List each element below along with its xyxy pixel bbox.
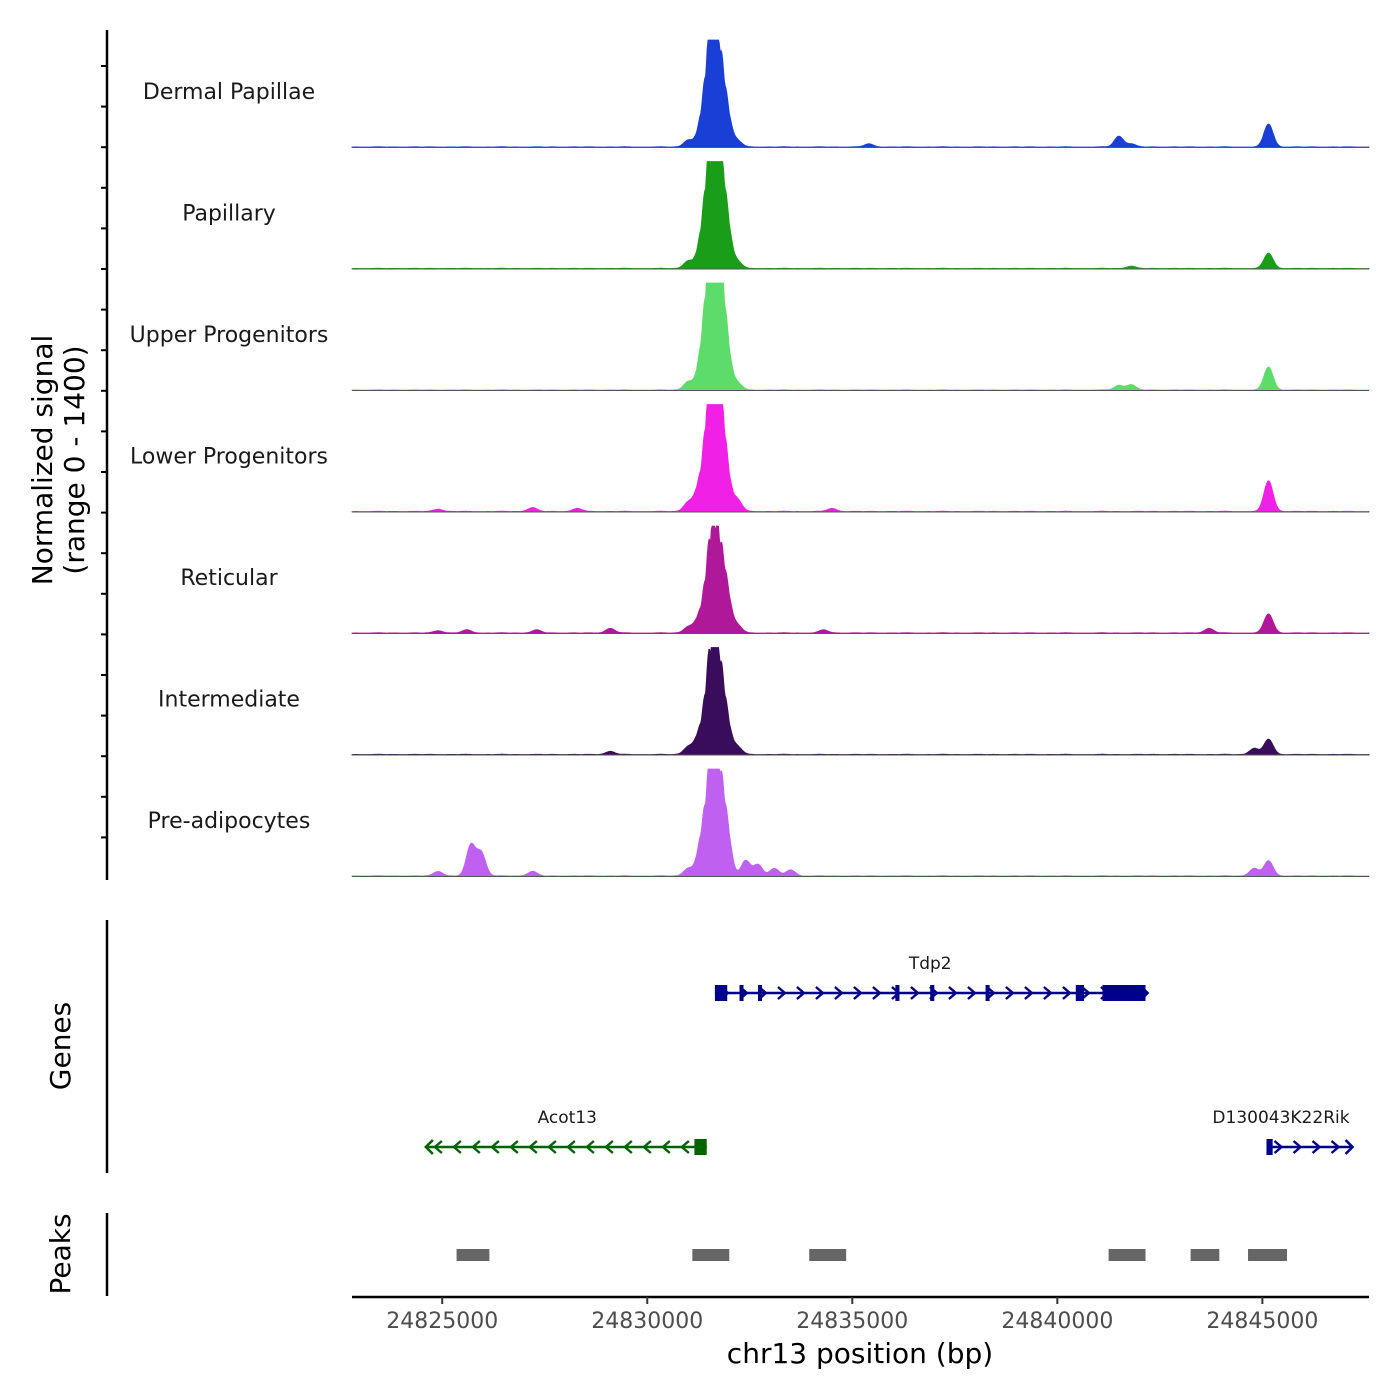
track-label: Intermediate <box>158 688 300 713</box>
exon <box>757 985 762 1001</box>
exon <box>1102 985 1146 1001</box>
gene-acot13: Acot13 <box>424 1108 707 1155</box>
x-axis-title: chr13 position (bp) <box>727 1337 993 1370</box>
coverage-tracks: Dermal Papillae Papillary Upper Progenitor… <box>130 39 1370 877</box>
strand-arrow <box>1273 1140 1284 1154</box>
exon <box>694 1139 707 1155</box>
strand-arrow <box>566 1140 576 1154</box>
strand-arrow <box>471 1140 481 1154</box>
coverage-y-ticks <box>101 65 107 839</box>
x-axis-ticks: 24825000 24830000 24835000 24840000 24845000 <box>386 1297 1318 1334</box>
gene-annotations: Tdp2 Acot13 D130043K22Rik <box>424 954 1355 1155</box>
x-tick-label: 24840000 <box>1001 1309 1113 1334</box>
gene-label: Acot13 <box>538 1108 597 1128</box>
signal-area <box>351 404 1370 513</box>
exon <box>895 985 900 1001</box>
track-label: Dermal Papillae <box>143 80 315 105</box>
strand-arrow <box>1043 986 1053 1000</box>
strand-arrow <box>547 1140 557 1154</box>
x-tick-label: 24845000 <box>1206 1309 1318 1334</box>
strand-arrow <box>1292 1140 1303 1154</box>
y-axis-range-label: (range 0 - 1400) <box>58 345 91 574</box>
exon <box>714 985 728 1001</box>
x-tick-label: 24825000 <box>386 1309 498 1334</box>
strand-arrow <box>815 986 825 1000</box>
strand-arrow <box>910 986 920 1000</box>
strand-arrow <box>623 1140 633 1154</box>
strand-arrow <box>967 986 977 1000</box>
track-papillary: Papillary <box>182 161 1370 270</box>
peak-regions <box>456 1249 1287 1261</box>
strand-arrow <box>1330 1140 1341 1154</box>
peak-region <box>692 1249 730 1261</box>
track-lower-progenitors: Lower Progenitors <box>130 404 1370 513</box>
signal-area <box>351 39 1370 148</box>
track-label: Pre-adipocytes <box>148 809 311 834</box>
strand-arrow <box>509 1140 519 1154</box>
gene-d130043k22rik: D130043K22Rik <box>1212 1108 1355 1155</box>
strand-arrow <box>1081 986 1091 1000</box>
gene-label: Tdp2 <box>908 954 952 974</box>
genes-panel-title: Genes <box>44 1002 77 1090</box>
strand-arrow <box>424 1139 434 1155</box>
strand-arrow <box>585 1140 595 1154</box>
strand-arrow <box>796 986 806 1000</box>
track-label: Lower Progenitors <box>130 445 328 470</box>
peak-region <box>1248 1249 1287 1261</box>
peak-region <box>1190 1249 1220 1261</box>
strand-arrow <box>661 1140 671 1154</box>
strand-arrow <box>1024 986 1034 1000</box>
y-axis-title: Normalized signal <box>26 335 59 586</box>
track-label: Reticular <box>180 566 278 591</box>
signal-area <box>351 282 1370 391</box>
strand-arrow <box>642 1140 652 1154</box>
exon <box>985 985 990 1001</box>
strand-arrow <box>853 986 863 1000</box>
peaks-panel-title: Peaks <box>44 1213 77 1294</box>
strand-arrow <box>1005 986 1015 1000</box>
strand-arrow <box>1344 1139 1355 1155</box>
strand-arrow <box>872 986 882 1000</box>
x-tick-label: 24830000 <box>591 1309 703 1334</box>
exon <box>1266 1139 1273 1155</box>
strand-arrow <box>680 1140 690 1154</box>
gene-tdp2: Tdp2 <box>714 954 1150 1001</box>
gene-label: D130043K22Rik <box>1212 1108 1349 1128</box>
y-axis-title-group: Normalized signal (range 0 - 1400) <box>26 335 91 586</box>
track-label: Papillary <box>182 202 276 227</box>
peak-region <box>809 1249 847 1261</box>
strand-arrow <box>1311 1140 1322 1154</box>
signal-area <box>351 161 1370 270</box>
strand-arrow <box>777 986 787 1000</box>
track-label: Upper Progenitors <box>130 323 329 348</box>
strand-arrow <box>433 1140 443 1154</box>
exon <box>1075 985 1084 1001</box>
peak-region <box>1108 1249 1146 1261</box>
track-intermediate: Intermediate <box>158 647 1370 756</box>
strand-arrow <box>604 1140 614 1154</box>
strand-arrow <box>528 1140 538 1154</box>
strand-arrow <box>490 1140 500 1154</box>
x-tick-label: 24835000 <box>796 1309 908 1334</box>
track-upper-progenitors: Upper Progenitors <box>130 282 1370 391</box>
signal-area <box>351 768 1370 877</box>
peak-region <box>456 1249 490 1261</box>
track-pre-adipocytes: Pre-adipocytes <box>148 768 1370 877</box>
exon <box>930 985 935 1001</box>
strand-arrow <box>452 1140 462 1154</box>
strand-arrow <box>1062 986 1072 1000</box>
signal-area <box>351 525 1370 634</box>
signal-area <box>351 647 1370 756</box>
strand-arrow <box>948 986 958 1000</box>
track-dermal-papillae: Dermal Papillae <box>143 39 1370 148</box>
exon <box>739 985 744 1001</box>
track-reticular: Reticular <box>180 525 1370 634</box>
strand-arrow <box>834 986 844 1000</box>
